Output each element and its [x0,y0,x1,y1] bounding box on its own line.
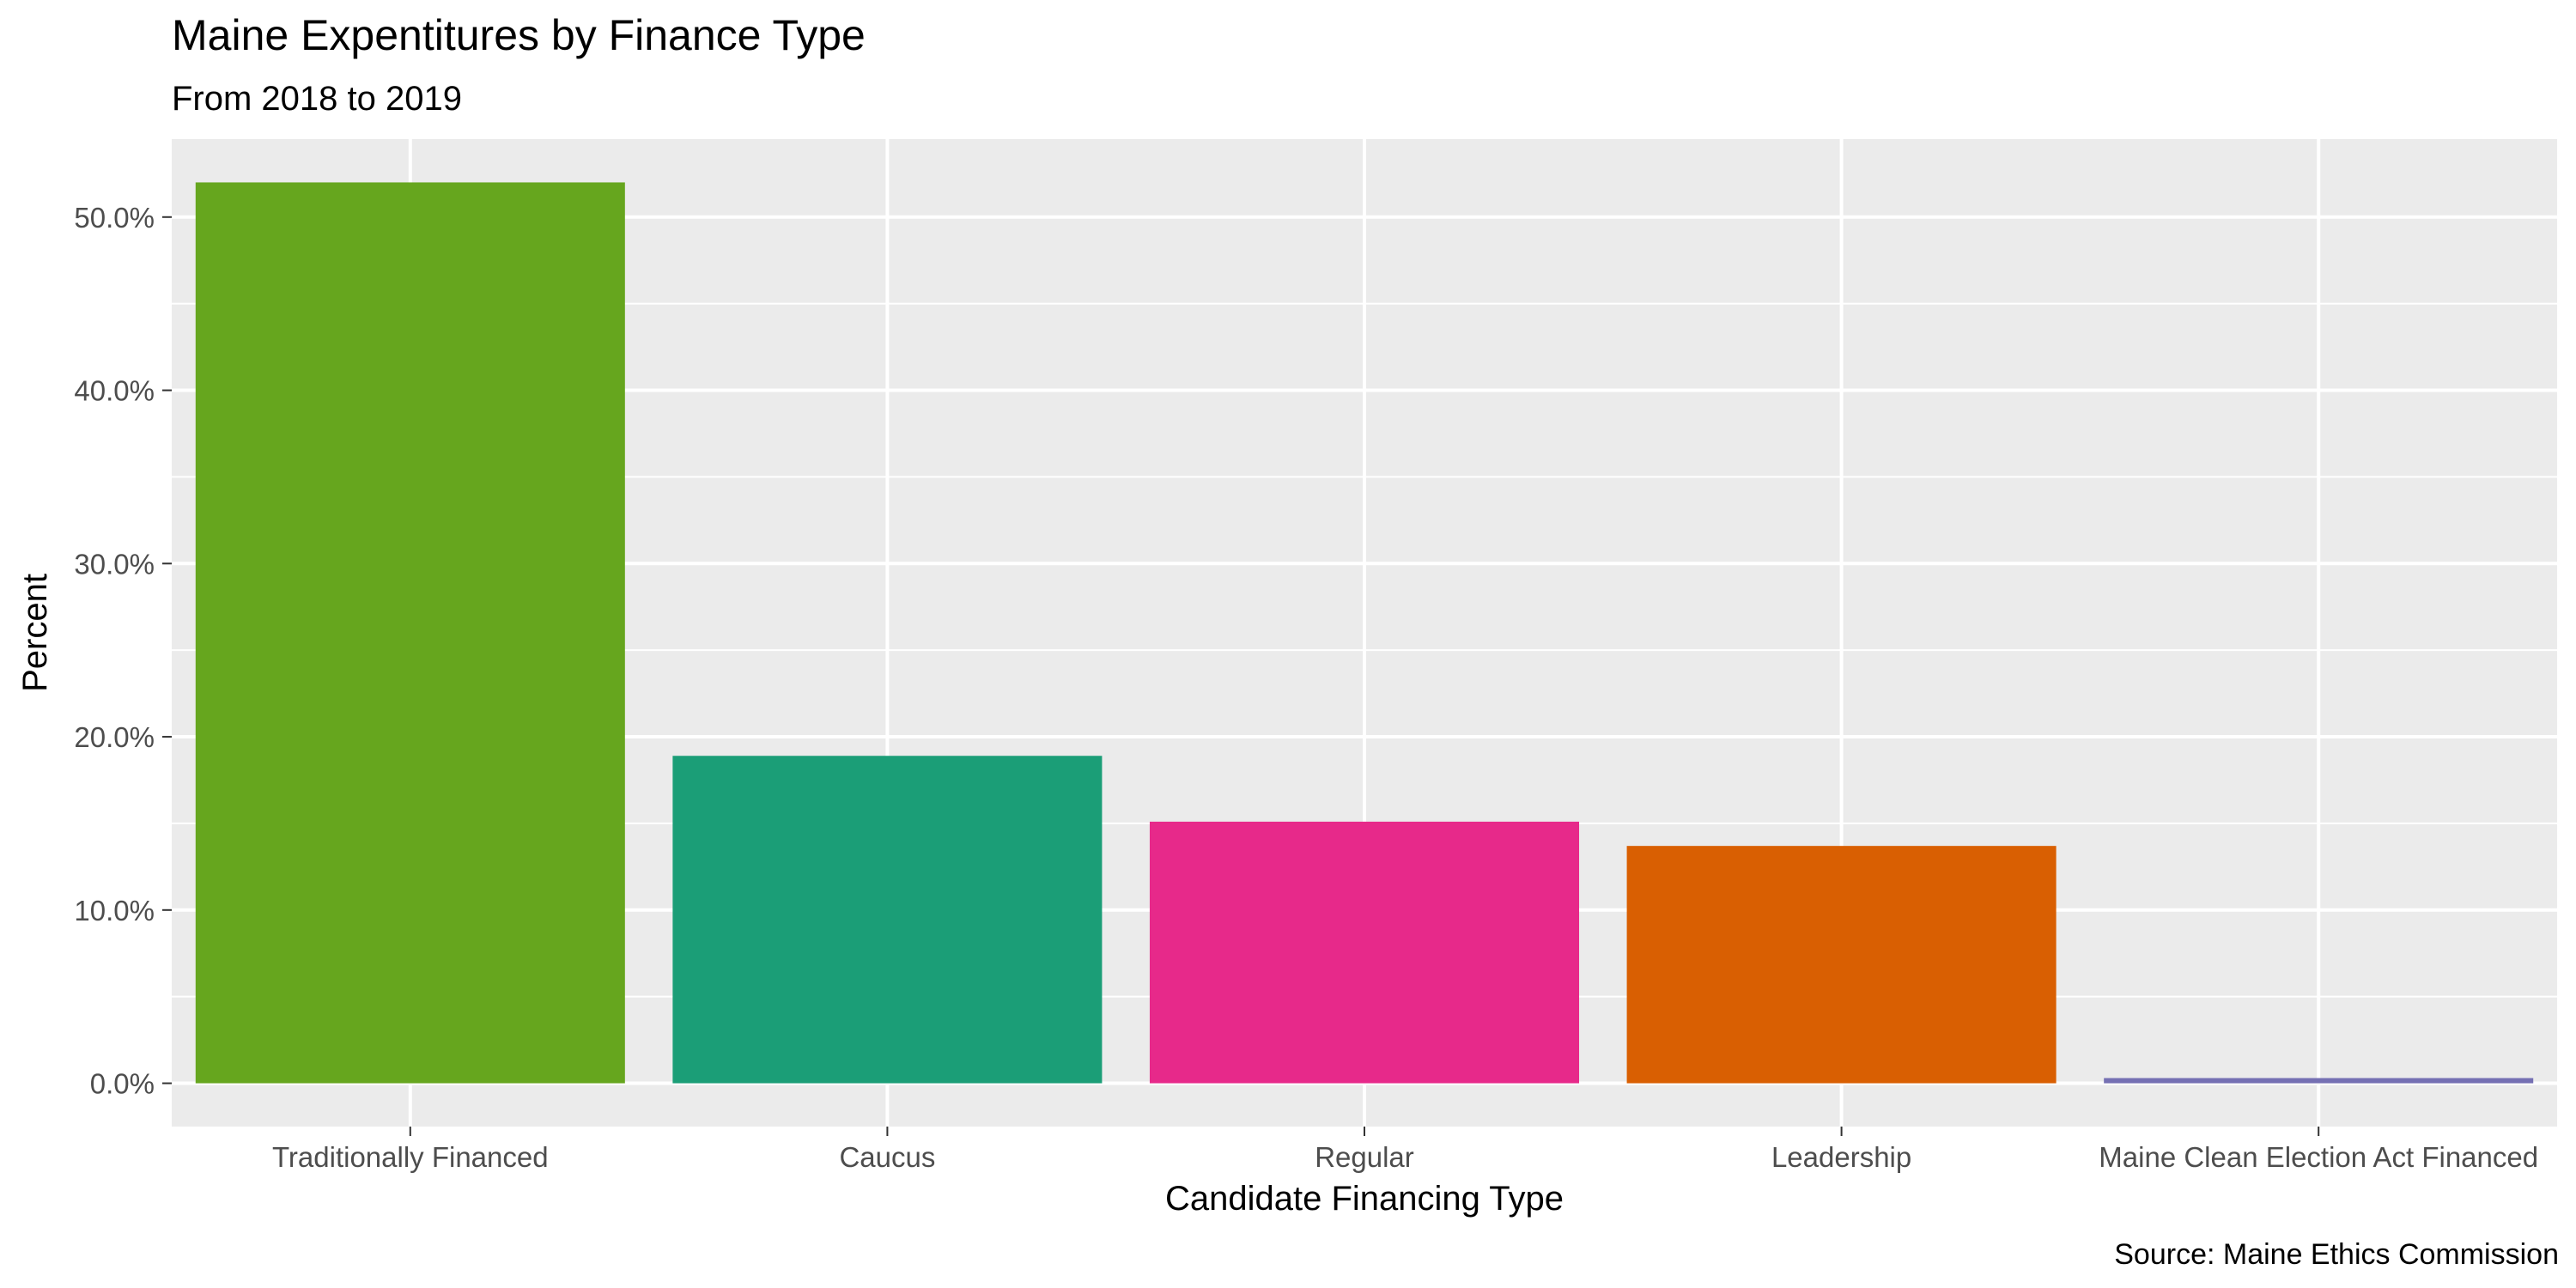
x-tick-label: Leadership [1771,1141,1911,1173]
x-axis-label: Candidate Financing Type [1165,1180,1564,1218]
x-tick-label: Maine Clean Election Act Financed [2099,1141,2538,1173]
bar [672,756,1103,1084]
y-tick-label: 50.0% [74,202,155,234]
y-tick-label: 0.0% [90,1068,155,1100]
chart-caption: Source: Maine Ethics Commission [2114,1238,2559,1271]
y-axis: 0.0% 10.0% 20.0% 30.0% 40.0% 50.0% [74,202,172,1100]
bars [195,182,2534,1084]
x-axis: Traditionally Financed Caucus Regular Leade… [272,1127,2538,1173]
y-tick-label: 30.0% [74,548,155,580]
y-axis-label: Percent [16,574,54,692]
y-tick-label: 40.0% [74,375,155,407]
bar [1626,846,2057,1084]
bar [1149,821,1580,1084]
y-tick-label: 20.0% [74,721,155,753]
bar [2104,1078,2534,1084]
chart-title: Maine Expentitures by Finance Type [172,11,866,59]
x-tick-label: Caucus [839,1141,935,1173]
y-tick-label: 10.0% [74,895,155,927]
bar [195,182,625,1084]
x-tick-label: Traditionally Financed [272,1141,549,1173]
chart-subtitle: From 2018 to 2019 [172,80,462,118]
x-tick-label: Regular [1315,1141,1414,1173]
